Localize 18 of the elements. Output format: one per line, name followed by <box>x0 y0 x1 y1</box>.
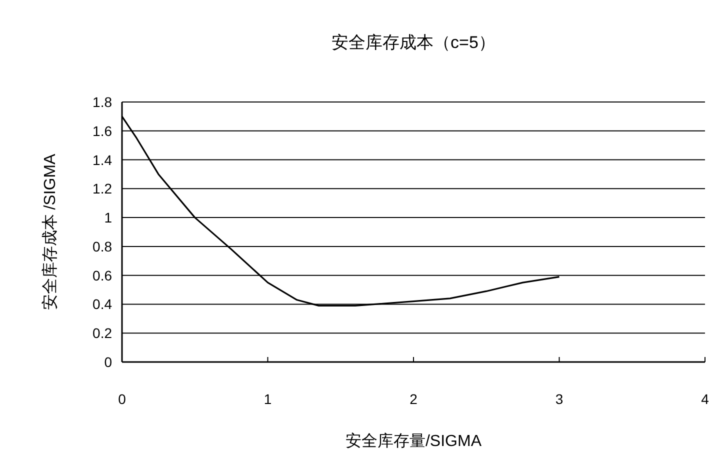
x-tick-label: 0 <box>118 391 126 407</box>
chart-title: 安全库存成本（c=5） <box>332 33 496 52</box>
y-tick-label: 0.8 <box>92 238 112 254</box>
y-tick-label: 1.2 <box>92 180 112 197</box>
y-tick-label: 0.4 <box>92 296 112 312</box>
x-axis-title: 安全库存量/SIGMA <box>345 432 482 450</box>
y-tick-label: 1 <box>104 210 112 226</box>
y-tick-label: 1.6 <box>92 122 112 139</box>
x-tick-label: 1 <box>264 391 272 407</box>
y-tick-label: 0.6 <box>92 267 112 284</box>
x-tick-label: 3 <box>555 391 564 407</box>
y-tick-label: 1.4 <box>92 152 112 168</box>
x-tick-label: 4 <box>701 391 710 407</box>
y-tick-label: 1.8 <box>92 94 112 110</box>
y-axis-title: 安全库存成本 /SIGMA <box>41 153 59 310</box>
y-tick-label: 0.2 <box>92 325 112 342</box>
x-tick-label: 2 <box>410 391 418 407</box>
y-tick-label: 0 <box>104 354 112 370</box>
